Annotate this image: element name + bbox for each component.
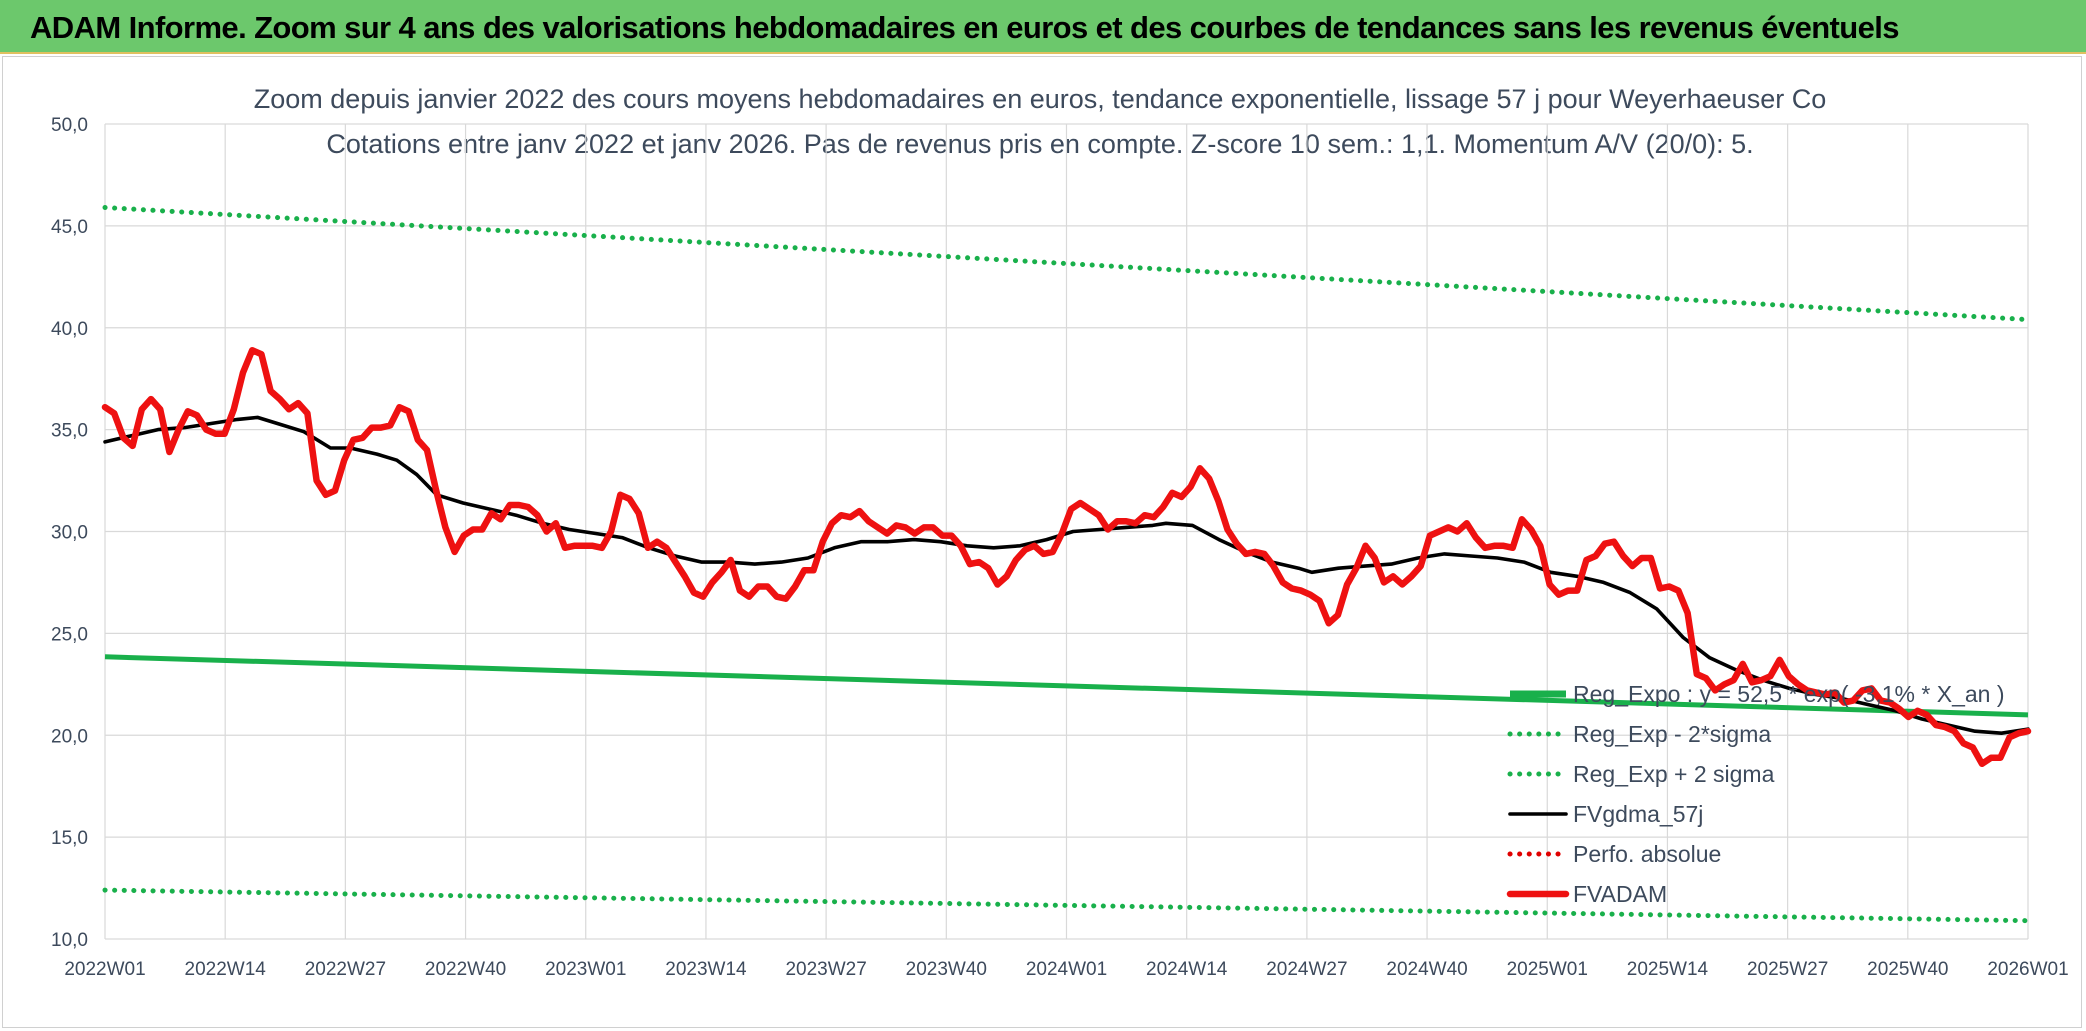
legend-label: FVADAM xyxy=(1573,881,1667,907)
x-tick-label: 2023W27 xyxy=(785,959,866,980)
series-line-1 xyxy=(102,887,2031,924)
legend-label: Reg_Exp + 2 sigma xyxy=(1573,761,1775,787)
x-tick-label: 2024W27 xyxy=(1266,959,1347,980)
y-tick-label: 20,0 xyxy=(51,726,88,747)
x-tick-label: 2024W01 xyxy=(1026,959,1107,980)
series-line-5 xyxy=(101,346,2032,768)
y-tick-label: 10,0 xyxy=(51,930,88,951)
legend-label: Perfo. absolue xyxy=(1573,841,1721,867)
x-tick-label: 2025W40 xyxy=(1867,959,1948,980)
x-tick-label: 2024W40 xyxy=(1386,959,1467,980)
chart-series xyxy=(101,205,2032,924)
y-tick-label: 35,0 xyxy=(51,421,88,442)
chart-subtitle: Cotations entre janv 2022 et janv 2026. … xyxy=(326,129,1753,159)
x-tick-label: 2022W14 xyxy=(185,959,267,980)
chart-title: Zoom depuis janvier 2022 des cours moyen… xyxy=(254,84,1826,114)
series-line-2 xyxy=(102,205,2031,323)
x-tick-label: 2023W01 xyxy=(545,959,626,980)
x-tick-label: 2025W14 xyxy=(1627,959,1709,980)
x-tick-label: 2022W27 xyxy=(305,959,386,980)
x-tick-label: 2022W40 xyxy=(425,959,506,980)
chart-grid xyxy=(104,123,2029,940)
x-tick-label: 2025W01 xyxy=(1507,959,1588,980)
y-tick-label: 30,0 xyxy=(51,523,88,544)
x-tick-label: 2023W14 xyxy=(665,959,747,980)
x-tick-label: 2023W40 xyxy=(906,959,987,980)
x-tick-label: 2025W27 xyxy=(1747,959,1828,980)
x-tick-label: 2024W14 xyxy=(1146,959,1228,980)
y-axis-ticks: 10,0 15,0 20,0 25,0 30,0 35,0 40,0 45,0 50,0 xyxy=(51,115,88,951)
y-tick-label: 40,0 xyxy=(51,319,88,340)
x-axis-ticks: 2022W01 2022W14 2022W27 2022W40 2023W01 2023W… xyxy=(64,959,2068,980)
report-banner: ADAM Informe. Zoom sur 4 ans des valoris… xyxy=(0,0,2086,54)
legend-label: Reg_Exp - 2*sigma xyxy=(1573,721,1771,747)
y-tick-label: 45,0 xyxy=(51,217,88,238)
x-tick-label: 2022W01 xyxy=(64,959,145,980)
series-line-0 xyxy=(104,654,2029,718)
y-tick-label: 15,0 xyxy=(51,828,88,849)
y-tick-label: 50,0 xyxy=(51,115,88,136)
chart-legend: Reg_Expo : y = 52,5 * exp( -3,1% * X_an … xyxy=(1506,681,2005,907)
report-banner-title: ADAM Informe. Zoom sur 4 ans des valoris… xyxy=(30,10,1900,45)
legend-label: FVgdma_57j xyxy=(1573,801,1703,827)
chart-frame xyxy=(2,56,2082,1028)
x-tick-label: 2026W01 xyxy=(1987,959,2068,980)
legend-label: Reg_Expo : y = 52,5 * exp( -3,1% * X_an … xyxy=(1573,681,2005,707)
y-tick-label: 25,0 xyxy=(51,624,88,645)
